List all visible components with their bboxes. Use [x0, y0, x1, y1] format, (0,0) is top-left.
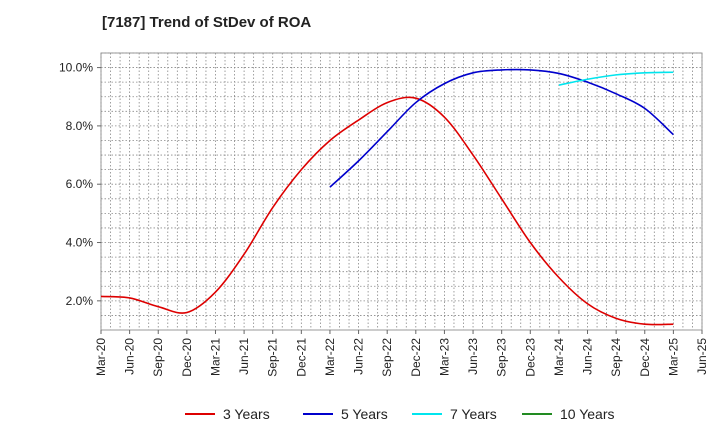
- legend-label: 10 Years: [560, 406, 615, 422]
- x-tick-label: Sep-20: [151, 338, 165, 377]
- x-tick-label: Sep-22: [380, 338, 394, 377]
- x-tick-label: Dec-20: [180, 338, 194, 377]
- x-tick-label: Jun-20: [123, 338, 137, 375]
- legend-label: 5 Years: [341, 406, 388, 422]
- x-tick-label: Jun-22: [352, 338, 366, 375]
- y-tick-label: 8.0%: [66, 119, 94, 133]
- x-axis: Mar-20 Jun-20 Sep-20 Dec-20 Mar-21 Jun-21 Sep-…: [94, 330, 709, 377]
- y-tick-label: 6.0%: [66, 177, 94, 191]
- x-tick-label: Dec-23: [523, 338, 537, 377]
- x-tick-label: Sep-21: [266, 338, 280, 377]
- y-axis: 2.0% 4.0% 6.0% 8.0% 10.0%: [59, 61, 101, 308]
- x-tick-label: Dec-21: [294, 338, 308, 377]
- plot-area: [100, 52, 703, 331]
- x-tick-label: Sep-23: [495, 338, 509, 377]
- x-tick-label: Jun-21: [237, 338, 251, 375]
- series-line-3-years: [100, 96, 674, 326]
- x-tick-label: Mar-24: [552, 338, 566, 376]
- x-tick-label: Mar-22: [323, 338, 337, 376]
- x-tick-label: Mar-25: [666, 338, 680, 376]
- y-tick-label: 2.0%: [66, 294, 94, 308]
- x-tick-label: Mar-23: [437, 338, 451, 376]
- x-tick-label: Jun-24: [581, 338, 595, 375]
- legend-label: 7 Years: [450, 406, 497, 422]
- x-tick-label: Sep-24: [609, 338, 623, 377]
- x-tick-label: Dec-24: [638, 338, 652, 377]
- legend-label: 3 Years: [223, 406, 270, 422]
- chart-title: [7187] Trend of StDev of ROA: [102, 14, 312, 31]
- x-tick-label: Mar-21: [208, 338, 222, 376]
- x-tick-label: Mar-20: [94, 338, 108, 376]
- x-tick-label: Dec-22: [409, 338, 423, 377]
- y-tick-label: 4.0%: [66, 236, 94, 250]
- legend: 3 Years 5 Years 7 Years 10 Years: [185, 406, 615, 422]
- series-line-7-years: [558, 71, 674, 86]
- x-tick-label: Jun-25: [695, 338, 709, 375]
- grid-lines: [100, 52, 703, 330]
- series-line-5-years: [329, 68, 674, 188]
- x-tick-label: Jun-23: [466, 338, 480, 375]
- series-lines: [100, 68, 674, 326]
- y-tick-label: 10.0%: [59, 61, 93, 75]
